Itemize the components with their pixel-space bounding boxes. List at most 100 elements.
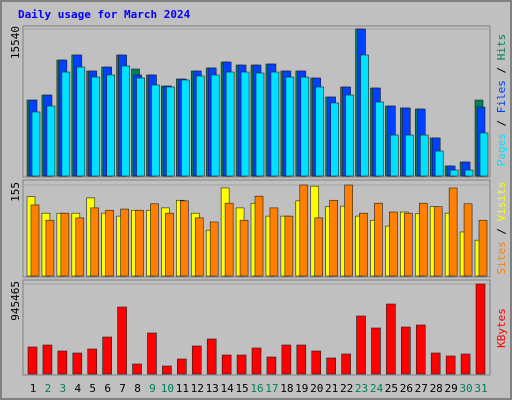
bar bbox=[177, 358, 187, 375]
bar bbox=[419, 134, 429, 177]
bar bbox=[72, 352, 83, 375]
x-tick-label: 14 bbox=[221, 382, 235, 395]
bar bbox=[433, 206, 443, 277]
bar bbox=[296, 344, 307, 375]
bar bbox=[326, 357, 336, 375]
legend-separator: / bbox=[495, 221, 508, 241]
legend-entry: Sites bbox=[495, 241, 508, 274]
bar bbox=[404, 212, 413, 277]
bar bbox=[445, 355, 456, 375]
bar bbox=[475, 283, 486, 375]
x-tick-label: 27 bbox=[415, 382, 428, 395]
bar bbox=[405, 134, 414, 177]
x-tick-label: 16 bbox=[250, 382, 263, 395]
bar bbox=[371, 327, 381, 375]
bar bbox=[239, 219, 249, 277]
bar bbox=[341, 353, 351, 375]
bar bbox=[181, 79, 190, 177]
bar bbox=[45, 219, 55, 277]
x-tick-label: 7 bbox=[119, 382, 126, 395]
x-tick-label: 4 bbox=[74, 382, 81, 395]
bar bbox=[166, 86, 175, 177]
x-tick-label: 9 bbox=[149, 382, 156, 395]
bar bbox=[375, 101, 384, 177]
y-tick-label: 15540 bbox=[9, 26, 22, 59]
bar bbox=[281, 344, 292, 375]
x-tick-label: 29 bbox=[445, 382, 458, 395]
bar bbox=[90, 207, 100, 277]
x-tick-label: 18 bbox=[280, 382, 293, 395]
bar bbox=[225, 71, 235, 177]
bar bbox=[121, 65, 130, 177]
bar bbox=[390, 134, 399, 177]
legend-entry: Hits bbox=[495, 34, 508, 61]
bar bbox=[401, 326, 411, 375]
bar bbox=[135, 209, 144, 277]
bar bbox=[374, 202, 383, 277]
legend-entry: Files bbox=[495, 80, 508, 113]
bar bbox=[27, 346, 38, 375]
x-tick-label: 24 bbox=[370, 382, 384, 395]
bar bbox=[87, 348, 98, 375]
bar bbox=[284, 215, 294, 277]
x-tick-label: 17 bbox=[265, 382, 278, 395]
x-tick-label: 8 bbox=[134, 382, 141, 395]
bar bbox=[356, 315, 366, 375]
bar bbox=[418, 202, 428, 277]
bar bbox=[210, 74, 220, 177]
bar bbox=[76, 66, 86, 177]
bar bbox=[330, 102, 339, 177]
x-tick-label: 28 bbox=[430, 382, 443, 395]
bar bbox=[254, 195, 264, 277]
y-tick-label: 945465 bbox=[9, 281, 22, 321]
bar bbox=[463, 203, 473, 277]
bar bbox=[61, 71, 71, 177]
bar bbox=[195, 75, 205, 177]
bar bbox=[434, 150, 444, 177]
bar bbox=[117, 306, 127, 375]
bar bbox=[478, 219, 488, 277]
bar bbox=[132, 363, 142, 375]
bar bbox=[30, 204, 40, 277]
bar bbox=[194, 217, 204, 277]
x-tick-label: 10 bbox=[161, 382, 174, 395]
bar bbox=[60, 212, 70, 277]
x-tick-label: 22 bbox=[340, 382, 353, 395]
x-tick-label: 26 bbox=[400, 382, 413, 395]
bar bbox=[206, 338, 217, 375]
bar bbox=[221, 354, 232, 375]
bar bbox=[345, 94, 354, 177]
bar bbox=[300, 76, 310, 177]
bar bbox=[75, 217, 85, 277]
x-tick-label: 20 bbox=[310, 382, 323, 395]
x-tick-label: 19 bbox=[295, 382, 308, 395]
x-tick-label: 2 bbox=[45, 382, 52, 395]
x-tick-label: 31 bbox=[474, 382, 487, 395]
bar bbox=[314, 217, 324, 277]
bar bbox=[344, 184, 353, 277]
x-tick-label: 12 bbox=[191, 382, 204, 395]
bar bbox=[479, 132, 489, 177]
bar bbox=[147, 332, 157, 375]
bar bbox=[180, 200, 189, 277]
legend-entry: Pages bbox=[495, 133, 508, 166]
bar bbox=[236, 354, 247, 375]
bar bbox=[57, 350, 68, 375]
bar bbox=[42, 344, 53, 375]
x-tick-label: 5 bbox=[89, 382, 96, 395]
bar bbox=[105, 209, 114, 277]
bar bbox=[360, 54, 369, 177]
bar bbox=[430, 352, 441, 375]
x-tick-label: 21 bbox=[325, 382, 338, 395]
bar bbox=[224, 202, 234, 277]
bar bbox=[460, 353, 471, 375]
x-tick-label: 25 bbox=[385, 382, 398, 395]
bar bbox=[449, 169, 459, 177]
bar bbox=[106, 74, 115, 177]
bar bbox=[311, 350, 322, 375]
x-tick-label: 15 bbox=[235, 382, 248, 395]
bar bbox=[102, 336, 112, 375]
bar bbox=[359, 212, 368, 277]
bar bbox=[151, 84, 160, 177]
